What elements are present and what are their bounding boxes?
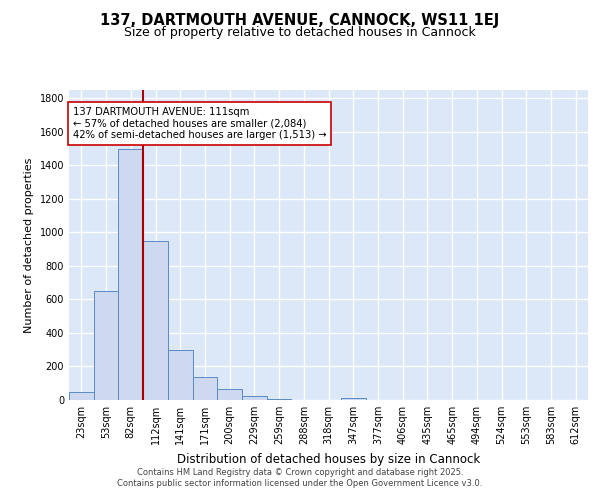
Bar (341, 398, 365, 400)
Y-axis label: Number of detached properties: Number of detached properties (24, 158, 34, 332)
Bar (267, 399, 292, 400)
Bar (69, 392, 94, 400)
X-axis label: Distribution of detached houses by size in Cannock: Distribution of detached houses by size … (177, 452, 480, 466)
Text: 137 DARTMOUTH AVENUE: 111sqm
← 57% of detached houses are smaller (2,084)
42% of: 137 DARTMOUTH AVENUE: 111sqm ← 57% of de… (73, 107, 326, 140)
Bar (94, 291, 118, 400)
Bar (242, 396, 267, 400)
Bar (118, 148, 143, 400)
Text: 137, DARTMOUTH AVENUE, CANNOCK, WS11 1EJ: 137, DARTMOUTH AVENUE, CANNOCK, WS11 1EJ (100, 12, 500, 28)
Bar (217, 389, 242, 400)
Bar (168, 350, 193, 400)
Bar (143, 241, 168, 400)
Text: Contains HM Land Registry data © Crown copyright and database right 2025.
Contai: Contains HM Land Registry data © Crown c… (118, 468, 482, 487)
Text: Size of property relative to detached houses in Cannock: Size of property relative to detached ho… (124, 26, 476, 39)
Bar (193, 378, 217, 400)
